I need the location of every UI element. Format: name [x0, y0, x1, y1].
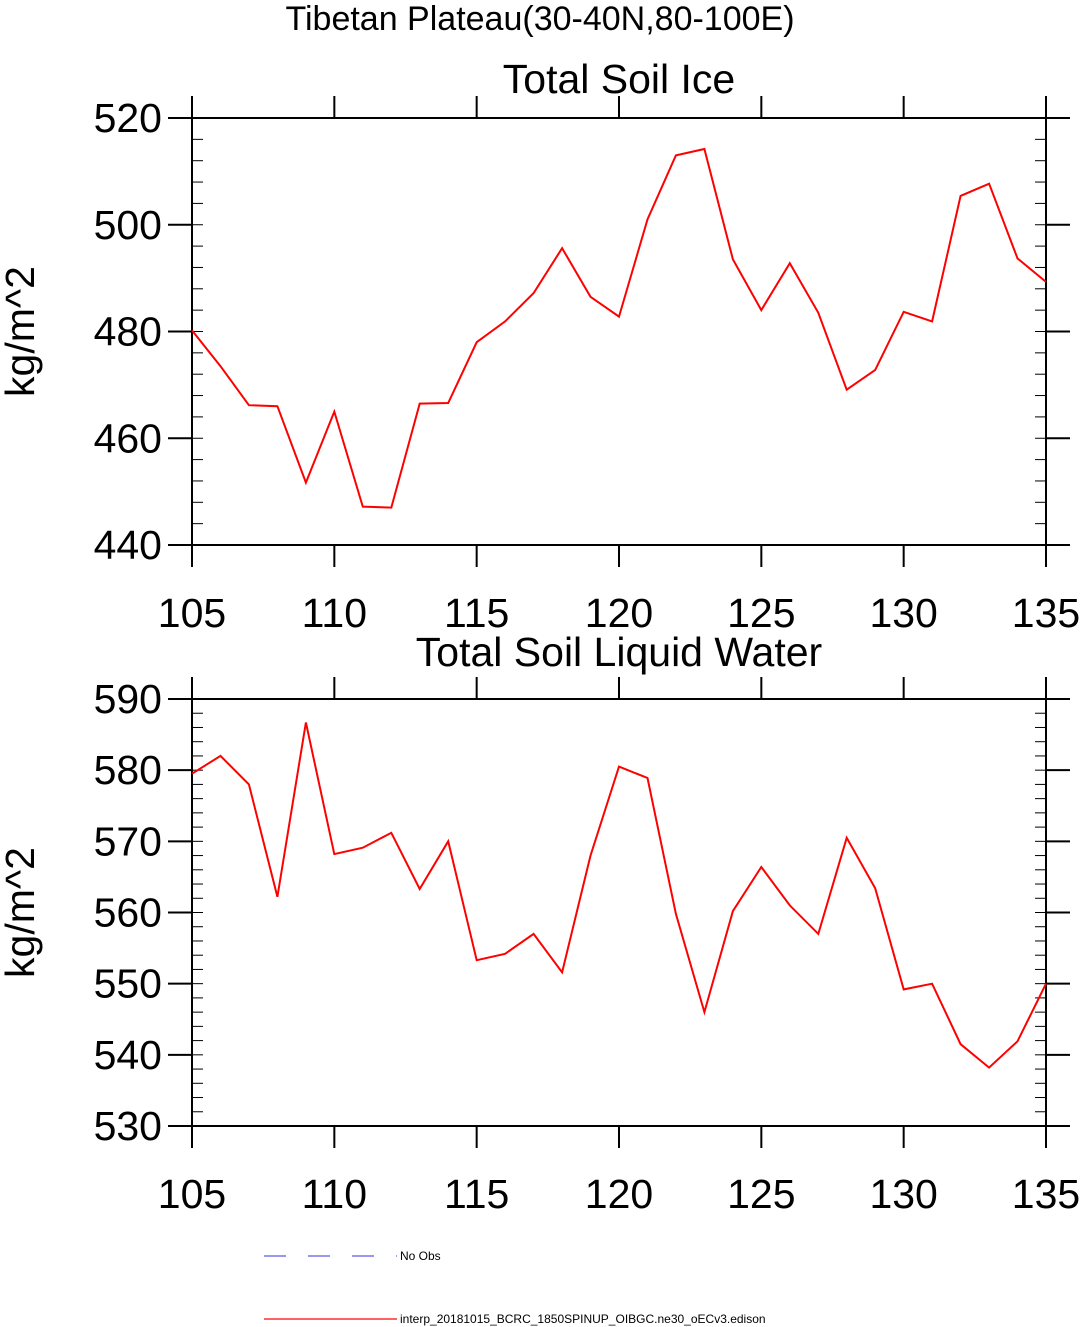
- x-tick-label: 120: [585, 590, 653, 636]
- legend-label-model-run: interp_20181015_BCRC_1850SPINUP_OIBGC.ne…: [400, 1312, 766, 1326]
- x-tick-label: 130: [869, 1171, 937, 1217]
- x-tick-label: 110: [302, 590, 367, 636]
- y-tick-label: 540: [94, 1032, 162, 1078]
- y-tick-label: 500: [94, 202, 162, 248]
- y-tick-label: 580: [94, 747, 162, 793]
- y-tick-label: 530: [94, 1103, 162, 1149]
- x-tick-label: 135: [1012, 590, 1080, 636]
- y-tick-label: 520: [94, 95, 162, 141]
- y-tick-label: 560: [94, 890, 162, 936]
- y-axis-label: kg/m^2: [0, 847, 43, 978]
- plot-frame: [191, 117, 1047, 546]
- x-tick-label: 125: [727, 1171, 795, 1217]
- y-tick-label: 480: [94, 309, 162, 355]
- x-tick-label: 110: [302, 1171, 367, 1217]
- y-tick-label: 590: [94, 676, 162, 722]
- x-tick-label: 115: [444, 1171, 509, 1217]
- x-tick-label: 135: [1012, 1171, 1080, 1217]
- panel-total-soil-liquid-water: Total Soil Liquid Water 530 540 550 560 570 58…: [0, 629, 1080, 1217]
- legend-label-no-obs: No Obs: [400, 1249, 441, 1263]
- y-tick-label: 440: [94, 522, 162, 568]
- y-tick-label: 570: [94, 818, 162, 864]
- chart-title: Total Soil Ice: [503, 56, 735, 102]
- x-tick-label: 120: [585, 1171, 653, 1217]
- x-tick-label: 105: [158, 1171, 226, 1217]
- y-tick-label: 550: [94, 961, 162, 1007]
- x-tick-label: 130: [869, 590, 937, 636]
- y-tick-label: 460: [94, 415, 162, 461]
- x-tick-label: 115: [444, 590, 509, 636]
- legend: No Obs interp_20181015_BCRC_1850SPINUP_O…: [264, 1249, 766, 1326]
- figure-suptitle: Tibetan Plateau(30-40N,80-100E): [285, 0, 794, 38]
- series-line: [191, 147, 1047, 509]
- plot-frame: [191, 698, 1047, 1127]
- x-tick-label: 105: [158, 590, 226, 636]
- x-tick-label: 125: [727, 590, 795, 636]
- panel-total-soil-ice: Total Soil Ice 440 460 480 500 520 105 110 115 12…: [0, 56, 1080, 636]
- series-line: [191, 722, 1047, 1069]
- chart-title: Total Soil Liquid Water: [416, 629, 822, 675]
- y-axis-label: kg/m^2: [0, 266, 43, 397]
